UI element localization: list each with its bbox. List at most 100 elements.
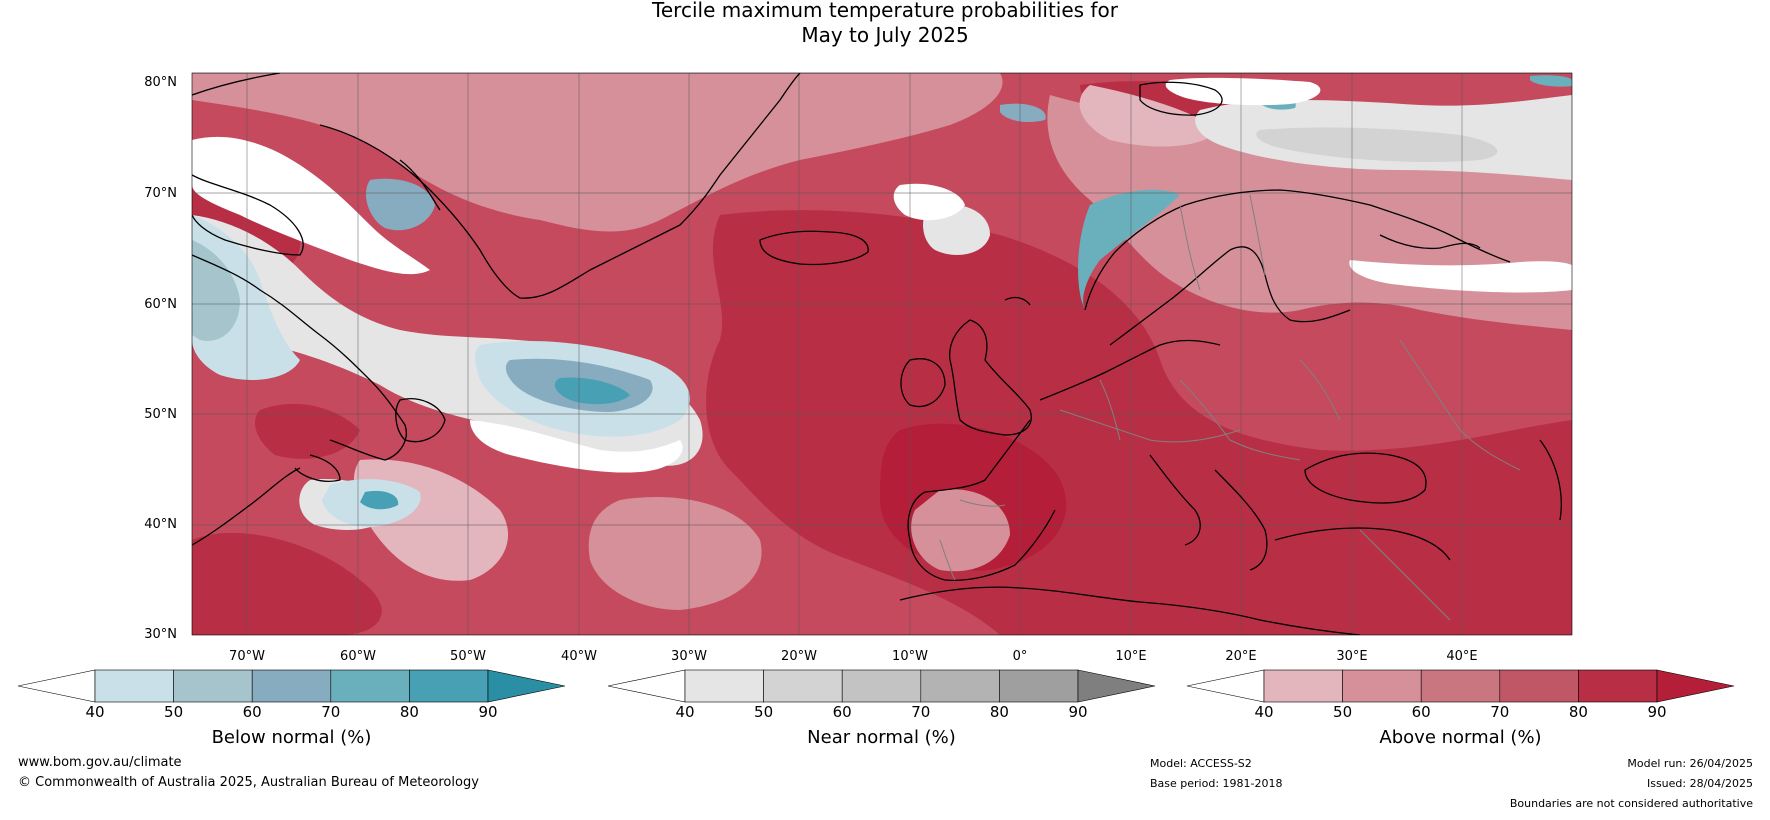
lon-label-30w: 30°W [671, 649, 707, 664]
colorbar-segment [920, 669, 1000, 703]
colorbar-tick-label: 70 [321, 703, 341, 721]
lat-label-70n: 70°N [144, 186, 177, 201]
below-normal-region [1530, 75, 1572, 87]
lon-label-10w: 10°W [892, 649, 928, 664]
colorbar-segment [94, 669, 174, 703]
colorbar-tick-label: 90 [478, 703, 498, 721]
above-normal-80-90-region [255, 403, 360, 459]
title-line-1: Tercile maximum temperature probabilitie… [652, 0, 1118, 22]
colorbar-tick-label: 60 [1411, 703, 1431, 721]
coastline-caspian [1539, 439, 1562, 521]
colorbar-tick-label: 70 [911, 703, 931, 721]
colorbar-tick-label: 80 [399, 703, 419, 721]
title-line-2: May to July 2025 [801, 23, 969, 47]
lon-label-0: 0° [1012, 649, 1028, 664]
border-line [1399, 339, 1521, 471]
lat-label-50n: 50°N [144, 407, 177, 422]
chart-title: Tercile maximum temperature probabilitie… [0, 0, 1770, 48]
lon-label-20e: 20°E [1225, 649, 1257, 664]
colorbar-extend-high [487, 669, 566, 703]
border-line [1179, 379, 1301, 461]
coastline-iceland [759, 230, 869, 266]
coastline-balkans-greece [1214, 469, 1268, 571]
base-period-text: Base period: 1981-2018 [1150, 777, 1283, 790]
model-run-text: Model run: 26/04/2025 [1627, 757, 1753, 770]
issued-text: Issued: 28/04/2025 [1646, 777, 1753, 790]
coastline-norway [1084, 189, 1511, 311]
colorbar-segment [1342, 669, 1422, 703]
coastline-north-africa [899, 586, 1361, 635]
border-line [1359, 529, 1451, 621]
below-normal-region [1078, 189, 1180, 310]
near-normal-region [1256, 127, 1498, 162]
colorbar-tick-label: 50 [164, 703, 184, 721]
coastline-france-iberia [907, 419, 1056, 581]
border-line [959, 499, 1006, 507]
below-normal-region [192, 215, 300, 380]
above-normal-50-60-region [1079, 85, 1220, 147]
colorbar-tick-label: 50 [754, 703, 774, 721]
below-normal-region [365, 178, 435, 231]
lon-label-60w: 60°W [340, 649, 376, 664]
lon-label-10e: 10°E [1115, 649, 1147, 664]
no-dominant-tercile-region [192, 136, 430, 275]
colorbar-2 [607, 669, 1156, 703]
colorbar-tick-label: 80 [989, 703, 1009, 721]
border-line [1299, 359, 1341, 421]
above-normal-50-60-region [911, 489, 1010, 572]
colorbars [17, 669, 1735, 703]
colorbar-3 [1186, 669, 1735, 703]
coastlines [192, 73, 1562, 635]
model-text: Model: ACCESS-S2 [1150, 757, 1252, 770]
below-normal-region [192, 240, 240, 341]
lat-label-40n: 40°N [144, 517, 177, 532]
coastline-us-east [192, 467, 301, 546]
coastline-baffin [192, 174, 304, 256]
coastline-europe-west [1039, 339, 1221, 401]
copyright-text: © Commonwealth of Australia 2025, Austra… [18, 775, 479, 790]
no-dominant-tercile-region [1349, 260, 1572, 293]
colorbar-extend-high [1656, 669, 1735, 703]
below-normal-region [1000, 103, 1046, 123]
coastline-arctic-islands [192, 73, 281, 96]
colorbar-tick-label: 40 [675, 703, 695, 721]
political-borders [939, 194, 1521, 621]
colorbar-segment [684, 669, 764, 703]
coastline-greenland [319, 73, 801, 299]
disclaimer-text: Boundaries are not considered authoritat… [1509, 797, 1753, 810]
coastline-ireland [900, 358, 946, 408]
coastline-kola [1379, 234, 1481, 250]
colorbar-tick-label: 50 [1333, 703, 1353, 721]
colorbar-segment [1499, 669, 1579, 703]
lon-label-40e: 40°E [1446, 649, 1478, 664]
colorbar-title: Near normal (%) [807, 727, 956, 748]
border-line [1059, 409, 1241, 443]
colorbar-tick-label: 80 [1568, 703, 1588, 721]
coastline-greenland-inner [399, 159, 441, 211]
lat-label-30n: 30°N [144, 627, 177, 642]
lon-label-20w: 20°W [781, 649, 817, 664]
coastline-svalbard [1139, 81, 1223, 116]
colorbar-tick-label: 60 [832, 703, 852, 721]
colorbar-tick-label: 40 [1254, 703, 1274, 721]
colorbar-segment [1578, 669, 1658, 703]
coastline-black-sea [1304, 452, 1427, 504]
colorbar-tick-label: 70 [1490, 703, 1510, 721]
no-dominant-tercile-region [470, 420, 683, 473]
border-line [1099, 379, 1121, 441]
coastline-newfoundland [395, 398, 446, 443]
coastline-labrador [192, 254, 407, 461]
colorbar-tick-label: 90 [1647, 703, 1667, 721]
coastline-nova-scotia [294, 454, 341, 482]
colorbar-1 [17, 669, 566, 703]
coastline-iceland-fjords [1004, 296, 1031, 306]
website-text: www.bom.gov.au/climate [18, 755, 182, 770]
map-frame [191, 72, 1573, 636]
colorbar-tick-label: 40 [85, 703, 105, 721]
colorbar-extend-low [607, 669, 686, 703]
border-line [1179, 204, 1201, 291]
lat-label-60n: 60°N [144, 297, 177, 312]
above-normal-50-60-region [192, 73, 1003, 232]
